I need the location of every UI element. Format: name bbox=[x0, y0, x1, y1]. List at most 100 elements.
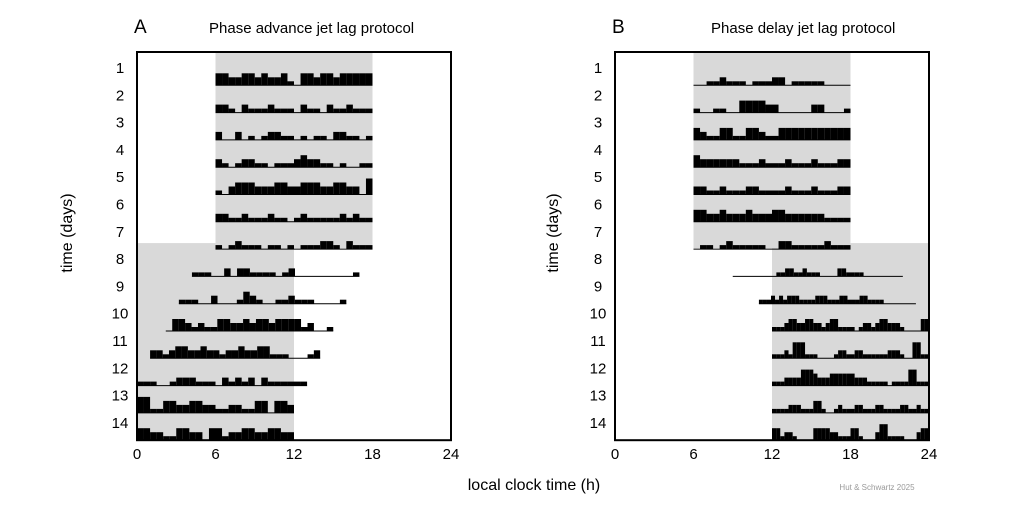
activity-bar bbox=[248, 135, 255, 140]
activity-bar bbox=[800, 408, 806, 413]
activity-bar bbox=[765, 213, 772, 222]
activity-bar bbox=[307, 354, 314, 359]
activity-bar bbox=[830, 217, 838, 222]
activity-bar bbox=[267, 213, 275, 222]
activity-bar bbox=[813, 373, 818, 386]
activity-bar bbox=[241, 381, 249, 386]
activity-bar bbox=[313, 245, 321, 250]
activity-bar bbox=[846, 327, 851, 331]
activity-bar bbox=[150, 381, 157, 386]
activity-bar bbox=[320, 186, 327, 195]
activity-bar bbox=[287, 245, 294, 250]
activity-bar bbox=[788, 404, 793, 413]
activity-bar bbox=[197, 323, 205, 331]
activity-bar bbox=[817, 245, 825, 250]
activity-bar bbox=[256, 299, 263, 304]
activity-bar bbox=[785, 213, 792, 222]
x-tick-label: 18 bbox=[842, 446, 859, 463]
activity-bar bbox=[235, 241, 242, 250]
activity-bar bbox=[224, 268, 231, 277]
activity-bar bbox=[765, 81, 772, 86]
activity-bar bbox=[791, 245, 799, 250]
activity-bar bbox=[352, 186, 360, 195]
activity-bar bbox=[817, 323, 822, 331]
activity-bar bbox=[811, 127, 818, 140]
activity-bar bbox=[827, 299, 832, 304]
activity-bar bbox=[817, 163, 825, 168]
activity-bar bbox=[804, 213, 812, 222]
activity-bar bbox=[772, 327, 777, 331]
activity-bar bbox=[228, 108, 236, 113]
activity-bar bbox=[726, 127, 733, 140]
activity-bar bbox=[281, 319, 289, 331]
activity-bar bbox=[776, 381, 781, 386]
activity-bar bbox=[798, 163, 805, 168]
activity-bar bbox=[208, 404, 216, 413]
activity-bar bbox=[294, 381, 301, 386]
activity-bar bbox=[235, 217, 242, 222]
x-tick-label: 6 bbox=[689, 446, 697, 463]
activity-bar bbox=[235, 404, 242, 413]
activity-bar bbox=[879, 354, 884, 359]
activity-bar bbox=[163, 400, 170, 413]
activity-bar bbox=[320, 241, 327, 250]
activity-bar bbox=[867, 299, 872, 304]
activity-bar bbox=[313, 135, 321, 140]
activity-bar bbox=[809, 369, 814, 386]
activity-bar bbox=[842, 373, 847, 386]
activity-bar bbox=[215, 428, 223, 441]
activity-bar bbox=[817, 127, 825, 140]
activity-bar bbox=[182, 377, 190, 386]
activity-bar bbox=[693, 127, 701, 140]
activity-bar bbox=[904, 404, 909, 413]
activity-bar bbox=[758, 190, 766, 195]
activity-bar bbox=[800, 369, 806, 386]
activity-bar bbox=[261, 108, 268, 113]
activity-bar bbox=[287, 404, 294, 413]
activity-bar bbox=[879, 381, 884, 386]
day-label: 7 bbox=[594, 224, 602, 241]
activity-bar bbox=[788, 319, 793, 331]
activity-bar bbox=[900, 436, 905, 441]
activity-bar bbox=[867, 381, 872, 386]
activity-bar bbox=[300, 73, 308, 86]
activity-bar bbox=[805, 408, 810, 413]
activity-bar bbox=[339, 299, 347, 304]
activity-bar bbox=[352, 272, 360, 277]
activity-bar bbox=[772, 104, 779, 113]
activity-bar bbox=[916, 432, 921, 441]
day-label: 1 bbox=[594, 60, 602, 77]
activity-bar bbox=[268, 323, 276, 331]
activity-bar bbox=[752, 127, 759, 140]
day-label: 2 bbox=[116, 87, 124, 104]
activity-bar bbox=[359, 217, 366, 222]
activity-bar bbox=[248, 245, 255, 250]
activity-bar bbox=[776, 408, 781, 413]
activity-bar bbox=[307, 182, 314, 195]
x-tick-label: 0 bbox=[133, 446, 141, 463]
activity-bar bbox=[825, 428, 830, 441]
activity-bar bbox=[301, 299, 308, 304]
activity-bar bbox=[339, 163, 347, 168]
activity-bar bbox=[859, 272, 864, 277]
activity-bar bbox=[745, 186, 753, 195]
day-label: 4 bbox=[116, 142, 124, 159]
activity-bar bbox=[799, 299, 804, 304]
activity-bar bbox=[792, 404, 797, 413]
activity-bar bbox=[241, 408, 249, 413]
activity-bar bbox=[745, 100, 753, 113]
activity-bar bbox=[320, 135, 327, 140]
activity-bar bbox=[803, 299, 808, 304]
activity-bar bbox=[785, 268, 790, 277]
activity-bar bbox=[287, 81, 294, 86]
activity-bar bbox=[228, 186, 236, 195]
activity-bar bbox=[780, 354, 785, 359]
activity-bar bbox=[365, 135, 373, 140]
activity-bar bbox=[783, 299, 788, 304]
activity-bar bbox=[248, 428, 255, 441]
activity-bar bbox=[916, 381, 921, 386]
activity-bar bbox=[276, 354, 283, 359]
activity-bar bbox=[772, 354, 777, 359]
activity-bar bbox=[732, 135, 740, 140]
